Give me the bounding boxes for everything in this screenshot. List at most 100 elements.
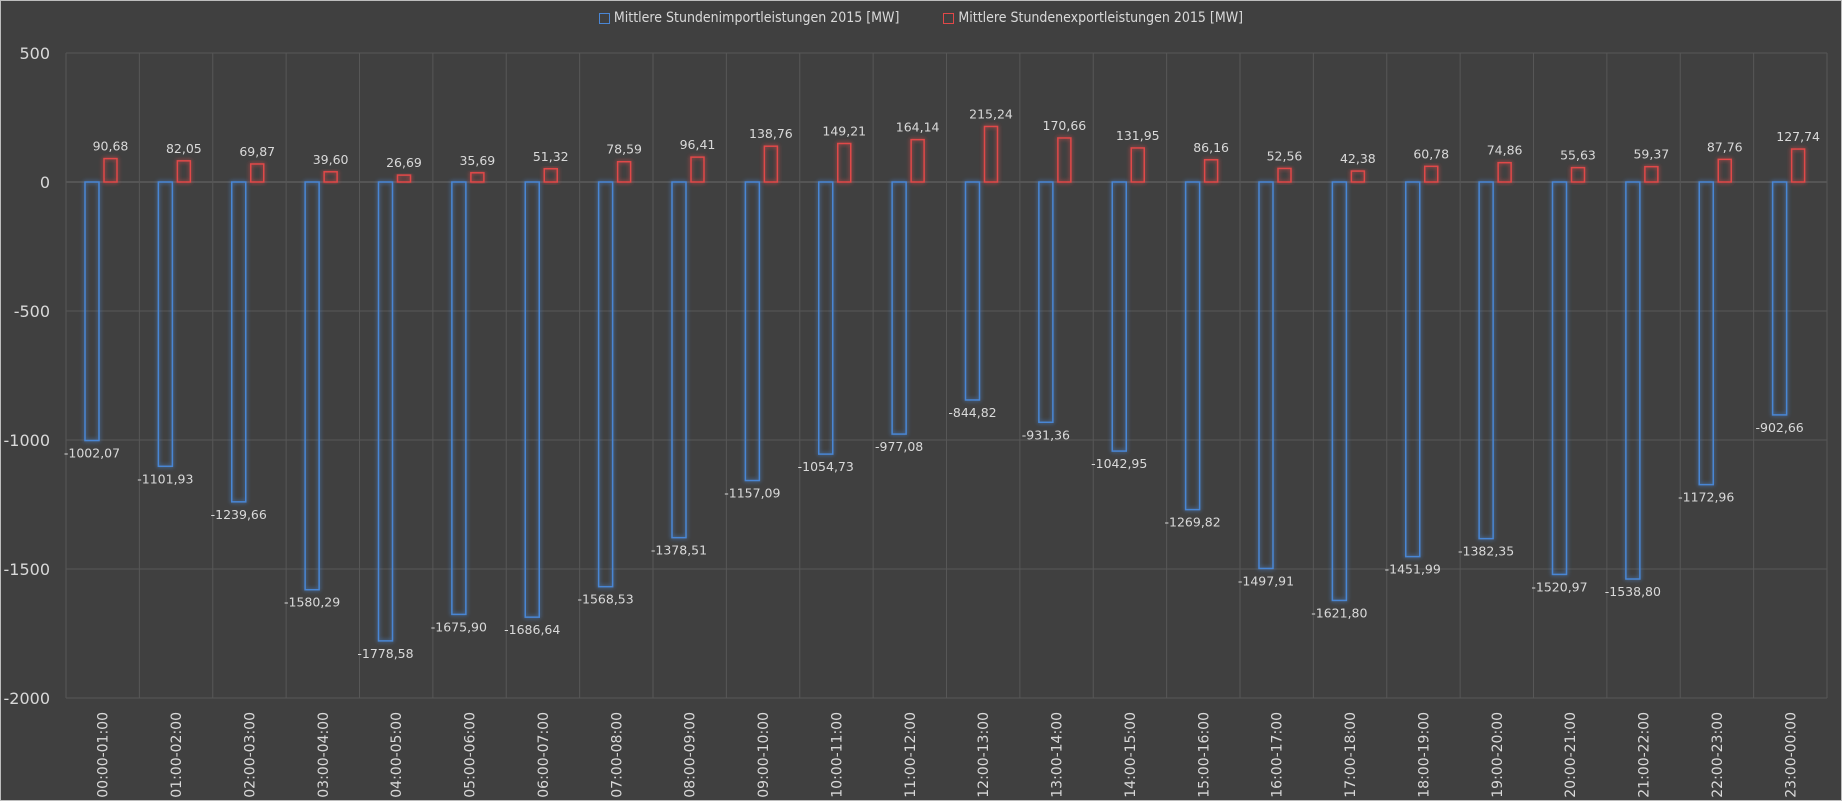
- import-data-label: -1778,58: [357, 646, 413, 661]
- x-category-label: 11:00-12:00: [903, 712, 919, 798]
- import-data-label: -977,08: [875, 439, 923, 454]
- import-data-label: -931,36: [1022, 427, 1070, 442]
- x-category-label: 03:00-04:00: [316, 712, 332, 798]
- import-bar: [1258, 181, 1274, 570]
- import-data-label: -1686,64: [504, 622, 560, 637]
- import-bar: [597, 181, 614, 588]
- export-bar: [323, 171, 338, 183]
- import-data-label: -1382,35: [1458, 544, 1514, 559]
- import-data-label: -1621,80: [1311, 605, 1367, 620]
- export-data-label: 35,69: [459, 153, 495, 168]
- export-bar: [616, 160, 632, 183]
- import-bar: [964, 181, 981, 401]
- x-category-label: 10:00-11:00: [829, 712, 845, 798]
- import-bar: [1038, 181, 1054, 424]
- export-data-label: 90,68: [93, 139, 129, 154]
- export-bar: [1570, 166, 1586, 183]
- import-data-label: -1580,29: [284, 595, 340, 610]
- import-data-label: -1538,80: [1605, 584, 1661, 599]
- export-bar: [1203, 159, 1219, 183]
- x-category-label: 12:00-13:00: [976, 712, 992, 798]
- export-data-label: 52,56: [1267, 148, 1303, 163]
- x-category-label: 18:00-19:00: [1416, 712, 1432, 798]
- import-data-label: -1239,66: [211, 507, 267, 522]
- import-bar: [304, 181, 320, 591]
- export-bar: [1350, 170, 1366, 183]
- legend-label-import: Mittlere Stundenimportleistungen 2015 [M…: [613, 10, 900, 26]
- import-bar: [157, 181, 174, 468]
- export-bar: [837, 142, 852, 183]
- y-tick-label: -1500: [4, 560, 51, 579]
- x-category-label: 09:00-10:00: [756, 712, 772, 798]
- import-bar: [744, 181, 761, 482]
- import-data-label: -1520,97: [1531, 579, 1587, 594]
- import-bar: [1405, 181, 1421, 558]
- import-data-label: -1497,91: [1238, 573, 1294, 588]
- y-tick-label: -1000: [4, 431, 51, 450]
- import-bar: [1331, 181, 1348, 602]
- x-category-label: 15:00-16:00: [1196, 712, 1212, 798]
- x-category-label: 16:00-17:00: [1270, 712, 1286, 798]
- y-tick-label: 0: [40, 173, 50, 192]
- export-data-label: 82,05: [166, 141, 202, 156]
- export-bar: [1790, 148, 1806, 183]
- import-bar: [818, 181, 834, 455]
- export-data-label: 138,76: [749, 126, 793, 141]
- import-data-label: -1172,96: [1678, 490, 1734, 505]
- import-bar: [1111, 181, 1127, 452]
- x-category-label: 21:00-22:00: [1637, 712, 1653, 798]
- x-category-label: 14:00-15:00: [1123, 712, 1139, 798]
- import-data-label: -1451,99: [1385, 562, 1441, 577]
- x-category-label: 20:00-21:00: [1563, 712, 1579, 798]
- x-category-label: 17:00-18:00: [1343, 712, 1359, 798]
- export-bar: [176, 160, 192, 183]
- import-bar: [231, 181, 247, 503]
- export-bar: [396, 174, 412, 183]
- import-bar: [1478, 181, 1494, 540]
- x-category-label: 05:00-06:00: [463, 712, 479, 798]
- import-bar: [1625, 181, 1641, 580]
- export-bar: [1717, 158, 1732, 183]
- export-bar: [103, 157, 118, 183]
- x-category-label: 02:00-03:00: [242, 712, 258, 798]
- export-bar: [1644, 165, 1659, 183]
- export-bar: [983, 125, 999, 183]
- import-bar: [1551, 181, 1568, 576]
- import-data-label: -1054,73: [798, 459, 854, 474]
- export-data-label: 170,66: [1043, 118, 1087, 133]
- export-data-label: 149,21: [822, 124, 866, 139]
- x-category-label: 06:00-07:00: [536, 712, 552, 798]
- import-data-label: -1568,53: [578, 592, 634, 607]
- export-bar: [690, 156, 705, 183]
- import-data-label: -1157,09: [724, 486, 780, 501]
- y-tick-label: 500: [19, 44, 50, 63]
- legend-item-export: Mittlere Stundenexportleistungen 2015 [M…: [943, 10, 1243, 26]
- import-bar: [891, 181, 907, 435]
- import-bar: [1184, 181, 1201, 511]
- export-bar: [1424, 165, 1439, 183]
- export-data-label: 87,76: [1707, 139, 1743, 154]
- x-category-label: 23:00-00:00: [1783, 712, 1799, 798]
- x-category-label: 07:00-08:00: [609, 712, 625, 798]
- x-category-label: 08:00-09:00: [683, 712, 699, 798]
- legend-swatch-import: [598, 12, 610, 24]
- import-data-label: -902,66: [1756, 420, 1804, 435]
- y-tick-label: -500: [14, 302, 50, 321]
- x-category-label: 00:00-01:00: [96, 712, 112, 798]
- export-data-label: 74,86: [1487, 143, 1523, 158]
- import-data-label: -1378,51: [651, 543, 707, 558]
- import-data-label: -1269,82: [1165, 515, 1221, 530]
- export-bar: [470, 172, 485, 183]
- export-data-label: 96,41: [680, 137, 716, 152]
- y-tick-label: -2000: [4, 689, 51, 708]
- export-bar: [543, 168, 558, 183]
- legend-item-import: Mittlere Stundenimportleistungen 2015 [M…: [598, 10, 900, 26]
- import-bar: [1771, 181, 1788, 416]
- import-data-label: -1002,07: [64, 446, 120, 461]
- legend: Mittlere Stundenimportleistungen 2015 [M…: [0, 10, 1842, 28]
- x-category-label: 19:00-20:00: [1490, 712, 1506, 798]
- export-data-label: 59,37: [1633, 147, 1669, 162]
- export-bar: [1057, 137, 1072, 183]
- import-bar: [84, 181, 100, 442]
